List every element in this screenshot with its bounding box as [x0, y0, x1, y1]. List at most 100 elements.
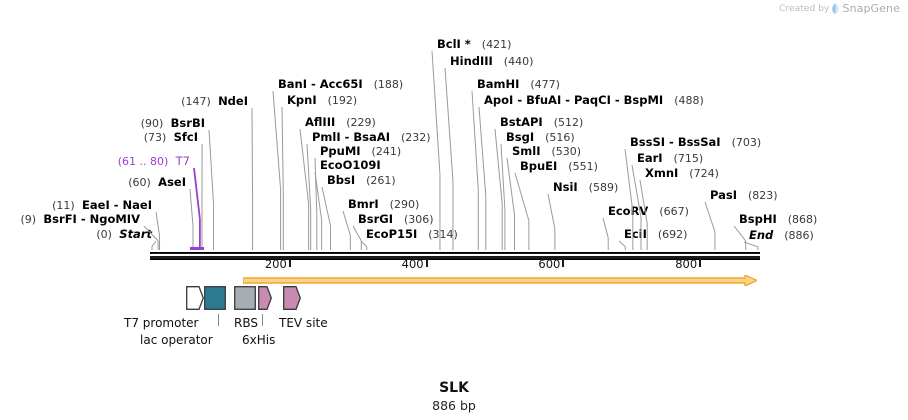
enzyme-label-ppumi[interactable]: PpuMI (241)	[320, 145, 401, 158]
enzyme-label-apoi-bfuai-paqci-bspmi[interactable]: ApoI - BfuAI - PaqCI - BspMI (488)	[484, 93, 704, 107]
construct-name: SLK	[439, 380, 469, 396]
enzyme-position: (667)	[659, 205, 689, 218]
leader-line-layer	[143, 50, 759, 250]
enzyme-name: AseI	[158, 175, 186, 189]
enzyme-position: (512)	[553, 116, 584, 129]
page-title: SLK	[0, 380, 908, 396]
feature-lac-operator[interactable]	[204, 286, 226, 310]
enzyme-label-asei[interactable]: (60) AseI	[0, 176, 186, 189]
enzyme-position: (692)	[657, 228, 688, 241]
enzyme-name: XmnI	[645, 166, 679, 180]
enzyme-label-layer: (9) BsrFI - NgoMIV (11) EaeI - NaeI (0) St…	[0, 38, 818, 242]
enzyme-position: (724)	[689, 167, 719, 180]
leader-line-eaei-naei	[155, 211, 161, 250]
enzyme-label-bmri[interactable]: BmrI (290)	[348, 198, 419, 211]
enzyme-position: (192)	[327, 94, 358, 107]
enzyme-label-ecop15i[interactable]: EcoP15I (314)	[366, 228, 458, 241]
leader-line-bsgi	[500, 143, 506, 250]
enzyme-label-bcli[interactable]: BclI * (421)	[437, 38, 511, 51]
feature-rbs[interactable]	[234, 286, 256, 310]
enzyme-label-xmni[interactable]: XmnI (724)	[645, 167, 719, 180]
enzyme-name: BanI	[278, 77, 307, 91]
enzyme-position: (9)	[20, 213, 37, 226]
enzyme-label-ecoo109i[interactable]: EcoO109I	[320, 159, 381, 171]
cds-arrow[interactable]	[243, 275, 757, 286]
enzyme-label-start[interactable]: (0) Start	[0, 228, 152, 241]
feature-tev-site[interactable]	[283, 286, 301, 310]
enzyme-position: (261)	[366, 174, 396, 187]
enzyme-label-bsrgi[interactable]: BsrGI (306)	[358, 213, 434, 226]
enzyme-name: BfuAI	[526, 93, 562, 107]
enzyme-label-end[interactable]: End (886)	[749, 229, 814, 242]
leader-line-asei	[189, 188, 194, 250]
enzyme-label-bsphi[interactable]: BspHI (868)	[739, 213, 817, 226]
leader-line-bsrbi	[208, 129, 215, 250]
enzyme-label-bstapi[interactable]: BstAPI (512)	[500, 116, 583, 129]
enzyme-label-bsrfi-ngomiv[interactable]: (9) BsrFI - NgoMIV	[20, 212, 141, 226]
ruler-tick-label-600: 600	[538, 257, 561, 271]
enzyme-label-smli[interactable]: SmlI (530)	[512, 145, 581, 158]
enzyme-label-afliii[interactable]: AflIII (229)	[305, 116, 376, 129]
enzyme-label-bsssi-bsssai[interactable]: BssSI - BssSaI (703)	[630, 135, 762, 149]
enzyme-label-bani-acc65i[interactable]: BanI - Acc65I (188)	[278, 77, 404, 91]
feature-connector-lac-operator	[218, 314, 219, 326]
leader-line-bsrfi-ngomiv	[143, 225, 159, 250]
enzyme-position: (290)	[389, 198, 420, 211]
enzyme-label-hindiii[interactable]: HindIII (440)	[450, 55, 533, 68]
enzyme-name: EcoRV	[608, 204, 649, 218]
enzyme-name: NgoMIV	[89, 212, 140, 226]
enzyme-name: Start	[119, 227, 152, 241]
enzyme-name: SmlI	[512, 144, 541, 158]
leader-line-start	[151, 240, 157, 250]
enzyme-position: (868)	[787, 213, 818, 226]
snapgene-logo-icon	[832, 3, 840, 14]
enzyme-label-bamhi[interactable]: BamHI (477)	[477, 78, 560, 91]
enzyme-name: BspMI	[623, 93, 664, 107]
enzyme-name: PpuMI	[320, 144, 361, 158]
enzyme-position: (715)	[673, 152, 704, 165]
watermark-prefix: Created by	[778, 3, 830, 14]
enzyme-name: BsgI	[506, 130, 535, 144]
enzyme-label-pmli-bsaai[interactable]: PmlI - BsaAI (232)	[312, 130, 431, 144]
enzyme-label-bsgi[interactable]: BsgI (516)	[506, 131, 575, 144]
ruler-tick-200	[288, 258, 291, 267]
t7-promoter-highlight-bar	[190, 247, 204, 250]
feature-6xhis[interactable]	[258, 286, 272, 310]
enzyme-label-bsrbi[interactable]: (90) BsrBI	[0, 117, 205, 130]
sequence-backbone-highlight	[150, 254, 760, 256]
enzyme-label-bpuei[interactable]: BpuEI (551)	[520, 160, 598, 173]
leader-line-bpuei	[514, 172, 530, 250]
enzyme-label-ndei[interactable]: (147) NdeI	[0, 95, 248, 108]
enzyme-label-kpni[interactable]: KpnI (192)	[287, 94, 357, 107]
enzyme-label-sfci[interactable]: (73) SfcI	[0, 131, 198, 144]
leader-line-kpni	[281, 106, 284, 250]
enzyme-position: (477)	[530, 78, 560, 91]
enzyme-name: BsrFI	[43, 212, 77, 226]
enzyme-name: BbsI	[327, 173, 356, 187]
enzyme-name: End	[749, 228, 774, 242]
leader-line-ppumi	[314, 157, 318, 250]
enzyme-name: HindIII	[450, 54, 493, 68]
enzyme-position: (61 .. 80)	[117, 155, 169, 168]
enzyme-label-pasi[interactable]: PasI (823)	[710, 189, 778, 202]
enzyme-name: EaeI	[82, 198, 110, 212]
enzyme-label-eari[interactable]: EarI (715)	[637, 152, 703, 165]
feature-label-t7-promoter: T7 promoter	[124, 316, 199, 330]
leader-line-sfci	[201, 143, 204, 250]
enzyme-label-bbsi[interactable]: BbsI (261)	[327, 174, 396, 187]
enzyme-label-ecorv[interactable]: EcoRV (667)	[608, 205, 689, 218]
enzyme-name: BspHI	[739, 212, 777, 226]
enzyme-position: (886)	[784, 229, 814, 242]
enzyme-position: (314)	[428, 228, 458, 241]
feature-label-lac-operator: lac operator	[140, 333, 213, 347]
feature-t7-promoter[interactable]	[186, 286, 204, 310]
leader-line-apoi-bfuai-paqci-bspmi	[478, 106, 487, 250]
enzyme-label-eaei-naei[interactable]: (11) EaeI - NaeI	[52, 198, 152, 212]
leader-line-ecorv	[602, 217, 609, 250]
enzyme-name: BsrGI	[358, 212, 393, 226]
enzyme-name: BamHI	[477, 77, 520, 91]
enzyme-position: (90)	[140, 117, 164, 130]
enzyme-label-nsii[interactable]: NsiI (589)	[553, 181, 618, 194]
leader-line-smli	[506, 157, 516, 250]
enzyme-label-t7[interactable]: (61 .. 80) T7	[0, 155, 190, 168]
